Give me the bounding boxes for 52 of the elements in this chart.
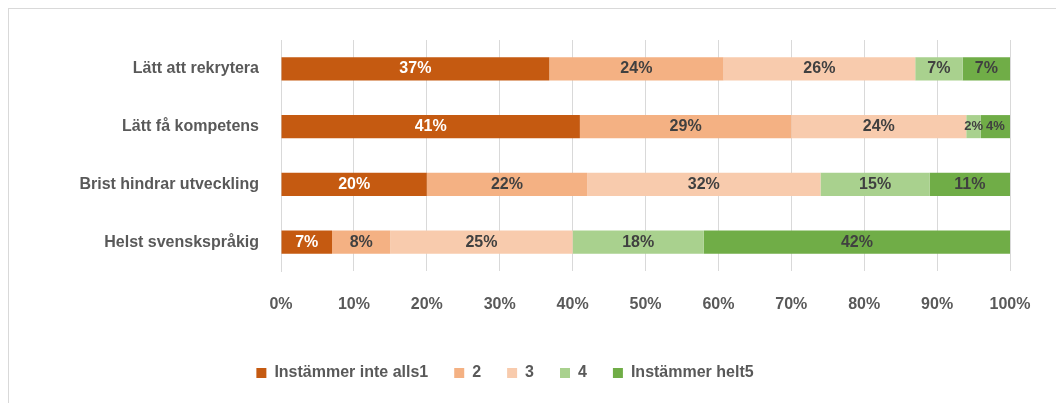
bar xyxy=(587,172,821,196)
data-label: 8% xyxy=(349,232,373,250)
data-label: 42% xyxy=(840,232,873,250)
data-label: 11% xyxy=(954,174,986,192)
data-label: 18% xyxy=(622,232,655,250)
legend-label: Instämmer helt5 xyxy=(630,363,754,381)
y-tick-label: Brist hindrar utveckling xyxy=(79,174,259,192)
bar xyxy=(572,230,704,254)
legend-label: 4 xyxy=(578,363,588,381)
data-label: 26% xyxy=(803,59,836,77)
data-label: 41% xyxy=(414,117,447,135)
bar xyxy=(549,57,724,81)
y-tick-label: Lätt att rekrytera xyxy=(132,59,260,77)
data-label: 20% xyxy=(338,174,371,192)
data-label: 7% xyxy=(974,59,998,77)
legend-label: 2 xyxy=(472,363,482,381)
x-tick-label: 30% xyxy=(483,295,516,313)
x-tick-label: 80% xyxy=(848,295,881,313)
data-label: 32% xyxy=(687,174,720,192)
legend-label: 3 xyxy=(525,363,535,381)
legend-label: Instämmer inte alls1 xyxy=(274,363,429,381)
x-tick-label: 100% xyxy=(989,295,1031,313)
data-label: 2% xyxy=(964,118,984,134)
data-label: 24% xyxy=(620,59,653,77)
bar xyxy=(281,172,427,196)
bar xyxy=(390,230,573,254)
x-tick-label: 90% xyxy=(921,295,954,313)
x-tick-label: 40% xyxy=(556,295,589,313)
bar xyxy=(426,172,588,196)
data-label: 29% xyxy=(669,117,702,135)
data-label: 7% xyxy=(927,59,951,77)
data-label: 25% xyxy=(465,232,498,250)
data-label: 37% xyxy=(399,59,432,77)
data-label: 15% xyxy=(859,174,892,192)
data-label: 7% xyxy=(295,232,319,250)
bar xyxy=(723,57,916,81)
y-tick-label: Lätt få kompetens xyxy=(122,117,260,135)
x-tick-label: 0% xyxy=(269,295,293,313)
y-tick-label: Helst svenskspråkig xyxy=(104,232,259,250)
bar xyxy=(703,230,1010,254)
x-tick-label: 70% xyxy=(775,295,808,313)
bar xyxy=(579,115,792,139)
bar xyxy=(820,172,930,196)
data-label: 22% xyxy=(490,174,524,192)
x-tick-label: 60% xyxy=(702,295,735,313)
x-tick-label: 50% xyxy=(629,295,662,313)
x-tick-label: 10% xyxy=(337,295,370,313)
x-tick-label: 20% xyxy=(410,295,443,313)
bar xyxy=(281,57,550,81)
data-label: 4% xyxy=(986,118,1006,134)
bar xyxy=(281,115,580,139)
data-label: 24% xyxy=(862,117,895,135)
